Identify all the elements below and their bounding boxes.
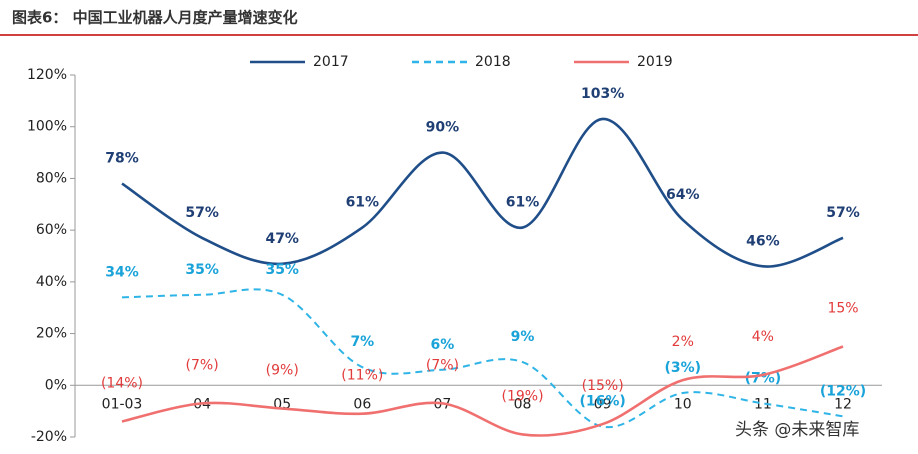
data-label: 64% xyxy=(666,187,700,203)
watermark: 头条 @未来智库 xyxy=(735,420,859,440)
data-label: 9% xyxy=(511,329,535,345)
data-label: 2% xyxy=(672,334,694,350)
series-line xyxy=(121,288,844,429)
series-line xyxy=(121,345,844,437)
data-label: 34% xyxy=(105,264,139,280)
data-label: (7%) xyxy=(745,370,782,386)
legend-label: 2018 xyxy=(475,54,511,70)
y-tick-label: 40% xyxy=(36,274,67,290)
data-label: 57% xyxy=(826,205,860,221)
data-label: 4% xyxy=(752,329,774,345)
y-tick-label: 100% xyxy=(27,119,67,135)
data-label: (16%) xyxy=(580,394,626,410)
x-tick-label: 01-03 xyxy=(102,396,143,412)
data-label: 46% xyxy=(746,233,780,249)
x-tick-label: 11 xyxy=(754,396,772,412)
data-label: (12%) xyxy=(820,383,866,399)
data-label: (15%) xyxy=(582,378,624,394)
data-label: (9%) xyxy=(266,363,299,379)
data-label: 90% xyxy=(426,120,460,136)
data-label: (7%) xyxy=(186,357,219,373)
x-tick-label: 06 xyxy=(353,396,371,412)
data-label: (3%) xyxy=(664,360,701,376)
x-tick-label: 10 xyxy=(674,396,692,412)
x-tick-label: 09 xyxy=(594,396,612,412)
data-label: 15% xyxy=(827,301,858,317)
y-tick-label: -20% xyxy=(31,429,67,445)
data-label: 47% xyxy=(265,231,299,247)
data-label: 78% xyxy=(105,151,139,167)
data-label: 61% xyxy=(506,195,540,211)
y-tick-label: 60% xyxy=(36,222,67,238)
data-label: 7% xyxy=(350,334,374,350)
x-tick-label: 12 xyxy=(834,396,852,412)
data-label: (11%) xyxy=(341,368,383,384)
y-tick-label: 20% xyxy=(36,326,67,342)
legend-label: 2017 xyxy=(313,54,349,70)
data-label: 35% xyxy=(185,262,219,278)
data-label: 61% xyxy=(346,195,380,211)
y-tick-label: 0% xyxy=(45,377,67,393)
data-label: 57% xyxy=(185,205,219,221)
data-label: 103% xyxy=(581,86,624,102)
data-label: (14%) xyxy=(101,375,143,391)
x-tick-label: 08 xyxy=(514,396,532,412)
legend-label: 2019 xyxy=(637,54,673,70)
chart-title: 图表6： 中国工业机器人月度产量增速变化 xyxy=(12,9,298,27)
series-line xyxy=(121,117,844,268)
data-label: 35% xyxy=(265,262,299,278)
data-label: 6% xyxy=(431,337,455,353)
data-label: (19%) xyxy=(502,388,544,404)
y-tick-label: 80% xyxy=(36,170,67,186)
y-tick-label: 120% xyxy=(27,67,67,83)
data-label: (7%) xyxy=(426,357,459,373)
